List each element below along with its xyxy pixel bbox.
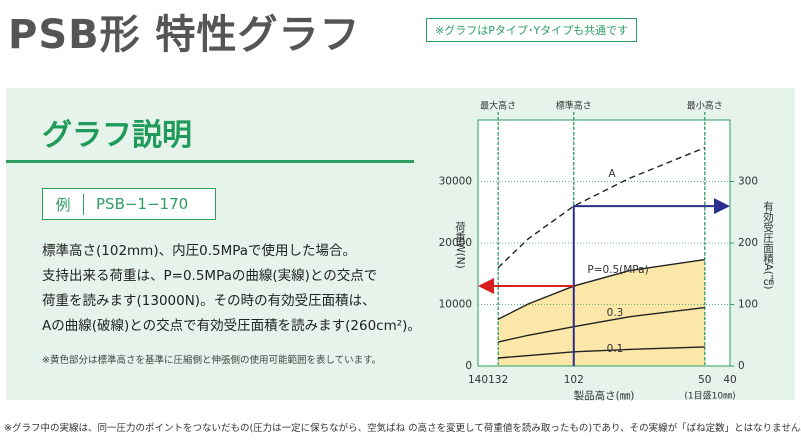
plot-frame	[477, 119, 731, 367]
y2-axis-title: 有効受圧面積A(㎠)	[762, 200, 774, 290]
series-label: A	[608, 168, 616, 180]
x-axis-note: (1目盛10㎜)	[684, 390, 735, 402]
text-line: 荷重を読みます(13000N)。その時の有効受圧面積は、	[42, 293, 376, 309]
marker-label: 最小高さ	[687, 100, 723, 112]
y-tick-label: 20000	[439, 237, 472, 249]
x-axis-title: 製品高さ(㎜)	[574, 389, 635, 402]
y2-tick-label: 200	[738, 237, 758, 249]
y-axis-title: 荷重W(N)	[454, 221, 466, 268]
y-tick-label: 30000	[439, 176, 472, 188]
badge: ※グラフはPタイプ･Yタイプも共通です	[426, 18, 638, 42]
y-tick-label: 10000	[439, 299, 472, 311]
text-line: 支持出来る荷重は、P=0.5MPaの曲線(実線)との交点で	[42, 268, 378, 284]
x-tick-label: 40	[723, 374, 736, 386]
x-tick-label: 102	[564, 374, 584, 386]
series-label: 0.3	[607, 307, 624, 319]
y2-tick-label: 100	[738, 299, 758, 311]
example-box: 例 PSB−1−170	[42, 188, 216, 220]
area-reading-arrow	[572, 198, 730, 366]
text-line: 標準高さ(102mm)、内圧0.5MPaで使用した場合。	[42, 243, 357, 259]
series-label: P=0.5(MPa)	[587, 264, 648, 276]
usable-range	[498, 259, 705, 366]
y2-tick-label: 0	[738, 360, 745, 372]
panel-heading: グラフ説明	[42, 118, 192, 153]
note: ※黄色部分は標準高さを基準に圧縮側と伸張側の使用可能範囲を表しています。	[42, 355, 382, 366]
y2-tick-label: 300	[738, 176, 758, 188]
example-label: 例	[43, 193, 84, 215]
explanation: 標準高さ(102mm)、内圧0.5MPaで使用した場合。 支持出来る荷重は、P=…	[42, 239, 421, 339]
heading-rule	[6, 160, 414, 163]
series-label: 0.1	[607, 343, 624, 355]
page-title: PSB形 特性グラフ	[8, 12, 361, 58]
example-code: PSB−1−170	[96, 195, 189, 213]
x-tick-label: 132	[488, 374, 508, 386]
x-tick-label: 50	[698, 374, 711, 386]
footnote: ※グラフ中の実線は、同一圧力のポイントをつないだもの(圧力は一定に保ちながら、空…	[4, 423, 801, 434]
marker-label: 標準高さ	[556, 100, 592, 112]
x-tick-label: 140	[468, 374, 488, 386]
marker-label: 最大高さ	[480, 100, 516, 112]
y-tick-label: 0	[465, 360, 472, 372]
text-line: Aの曲線(破線)との交点で有効受圧面積を読みます(260cm²)。	[42, 318, 421, 334]
